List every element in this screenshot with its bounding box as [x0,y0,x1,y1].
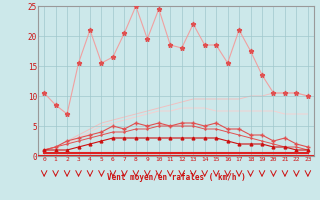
X-axis label: Vent moyen/en rafales ( km/h ): Vent moyen/en rafales ( km/h ) [107,174,245,182]
